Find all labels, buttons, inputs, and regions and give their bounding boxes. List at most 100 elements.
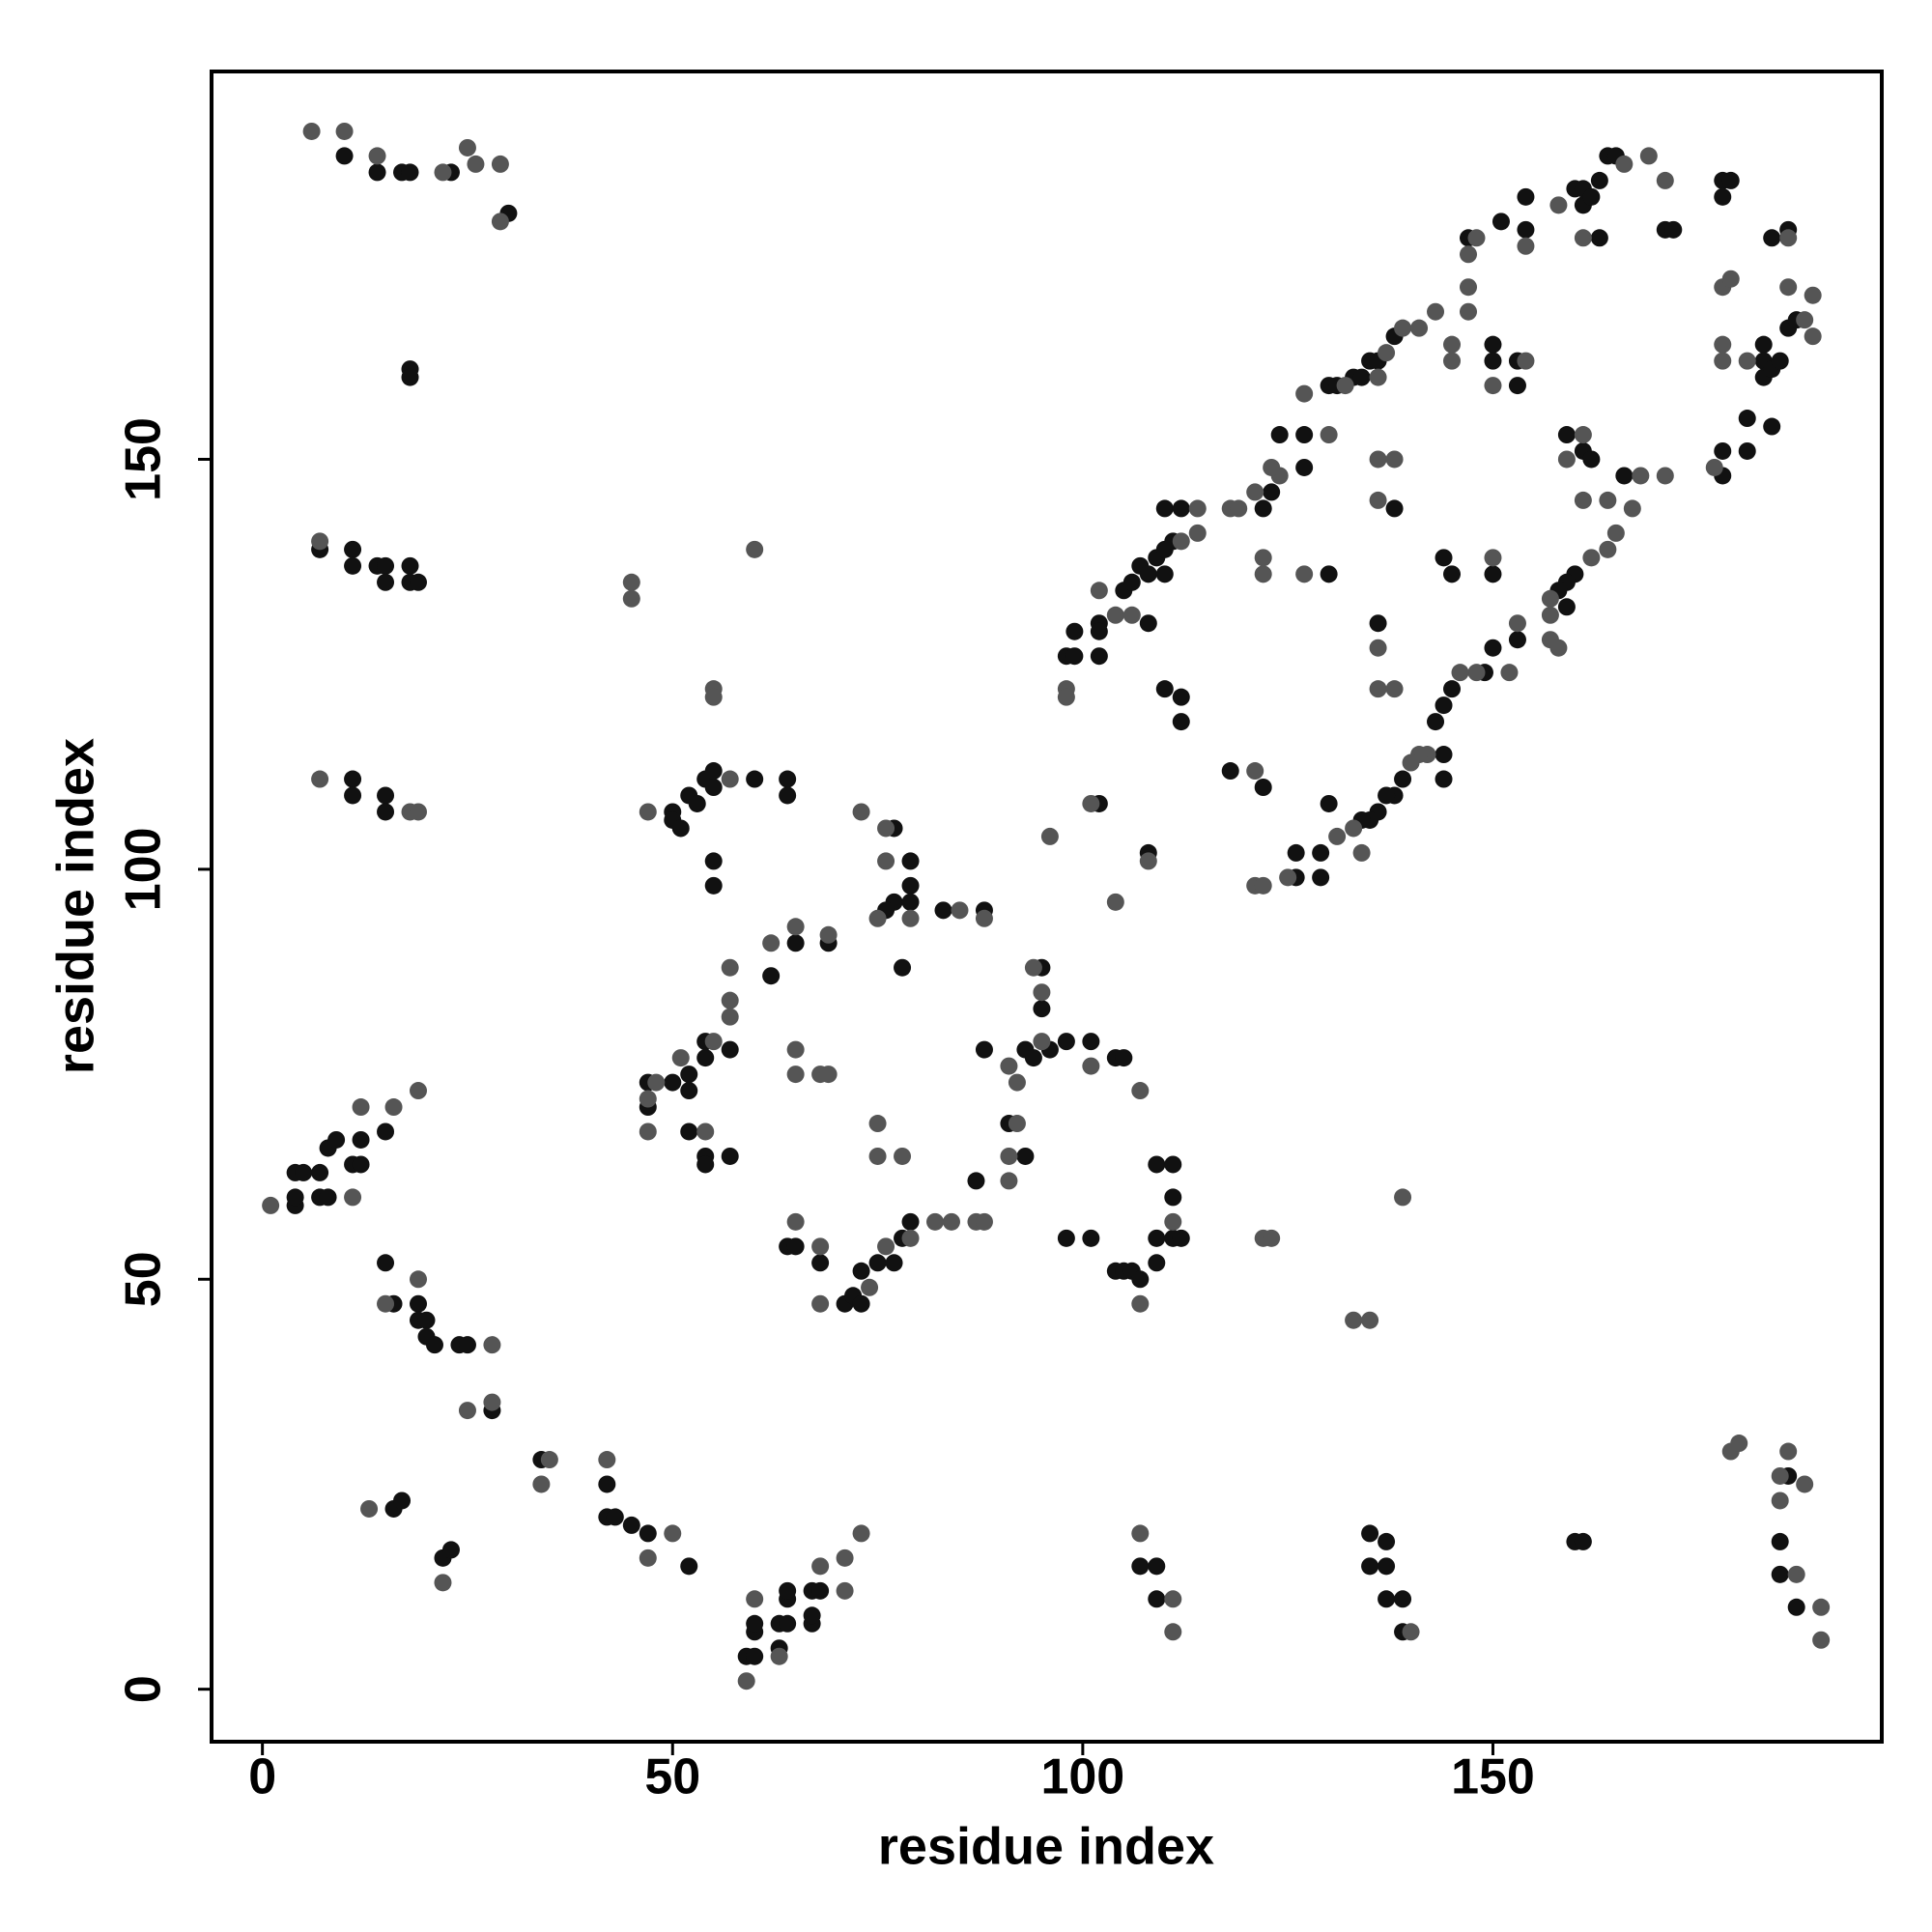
point [1664,220,1683,239]
point [1385,450,1404,469]
point [1155,680,1174,698]
point [1574,1532,1592,1550]
point [1270,426,1289,444]
point [721,958,739,977]
point [1148,1254,1166,1272]
point [1804,286,1822,304]
point [598,1475,616,1493]
point [868,1254,887,1272]
point [360,1499,379,1518]
point [1295,458,1314,476]
point [721,1040,739,1059]
point [1000,1147,1018,1165]
point [894,958,912,977]
point [622,589,640,608]
point [1090,622,1108,640]
point [1714,352,1732,370]
point [762,934,781,952]
point [434,163,452,182]
point [1484,565,1502,583]
point [680,1122,698,1141]
point [1738,410,1756,428]
point [1148,1155,1166,1174]
y-tick-label: 100 [116,827,172,911]
point [1656,467,1674,485]
point [647,1073,666,1092]
point [868,1115,887,1133]
point [311,532,329,551]
point [836,1581,854,1600]
point [491,155,509,173]
point [819,1065,838,1084]
point [786,1212,805,1231]
point [762,967,781,985]
point [1155,565,1174,583]
point [1090,582,1108,600]
point [1721,270,1740,288]
point [639,803,657,821]
point [1443,565,1462,583]
point [1312,843,1330,862]
point [877,1237,895,1256]
point [704,762,723,781]
point [811,1557,830,1576]
point [1106,606,1124,624]
point [951,901,969,920]
point [344,556,362,575]
point [1328,827,1347,845]
point [540,1451,558,1469]
point [1295,565,1314,583]
point [606,1508,624,1526]
point [1394,1590,1412,1608]
point [1394,319,1412,337]
point [811,1581,830,1600]
point [975,1040,993,1059]
point [352,1130,370,1149]
point [384,1098,403,1117]
point [1410,319,1429,337]
point [1763,417,1781,436]
point [1459,302,1477,321]
x-axis-label: residue index [878,1817,1214,1875]
point [1057,688,1075,706]
point [639,1524,657,1543]
point [704,688,723,706]
point [344,786,362,805]
point [1574,229,1592,247]
point [786,1040,805,1059]
y-axis-label: residue index [46,738,104,1074]
point [1155,499,1174,518]
point [311,770,329,788]
point [1008,1115,1026,1133]
point [319,1188,337,1207]
point [410,1082,428,1100]
point [1500,664,1519,682]
point [295,1163,313,1181]
point [1656,171,1674,189]
point [377,573,395,591]
point [1730,1435,1748,1453]
point [1221,762,1239,781]
point [1033,1000,1051,1018]
point [1016,1147,1035,1165]
point [1352,368,1371,386]
point [401,368,419,386]
point [746,1614,764,1633]
point [1427,302,1445,321]
point [377,803,395,821]
point [1172,532,1190,551]
point [926,1212,945,1231]
point [1779,229,1798,247]
point [1000,1172,1018,1190]
point [779,1614,797,1633]
point [639,1090,657,1108]
point [1040,827,1059,845]
point [1435,696,1453,715]
y-tick-label: 0 [116,1675,172,1703]
y-tick-label: 50 [116,1251,172,1307]
point [1164,1212,1182,1231]
point [877,819,895,838]
point [696,1155,715,1174]
point [1574,426,1592,444]
